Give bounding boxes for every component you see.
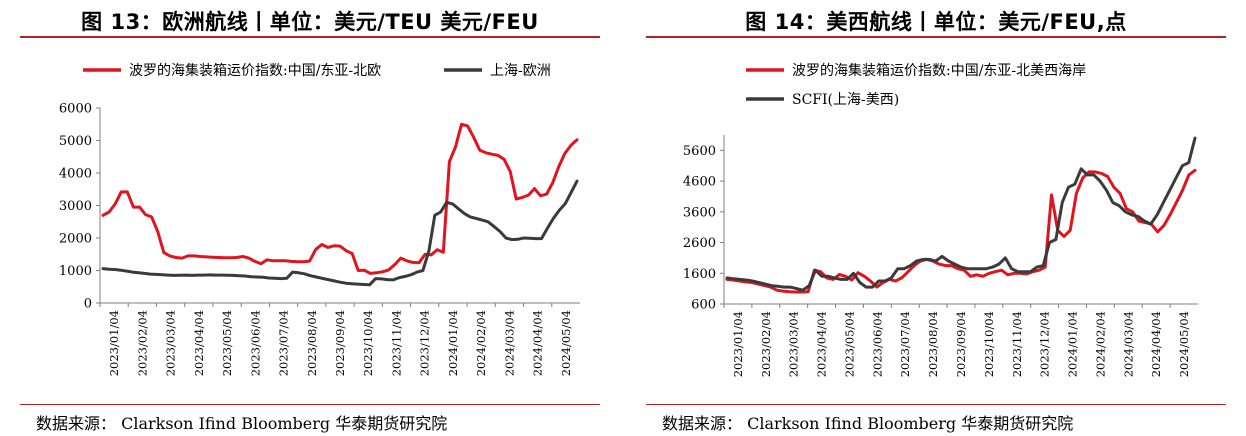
x-tick-label: 2024/02/04 — [474, 310, 488, 376]
y-tick-label: 2000 — [59, 232, 92, 247]
x-tick-label: 2023/12/04 — [418, 310, 432, 376]
y-tick-label: 1000 — [59, 264, 92, 279]
series-line-1 — [101, 122, 579, 275]
series-line-2 — [725, 136, 1197, 292]
y-tick-label: 2600 — [683, 236, 716, 251]
x-tick-label: 2024/01/04 — [1066, 311, 1080, 377]
x-tick-label: 2023/02/04 — [759, 311, 773, 377]
y-tick-label: 6000 — [59, 102, 92, 117]
x-tick-label: 2023/02/04 — [135, 310, 149, 376]
x-tick-label: 2023/08/04 — [305, 310, 319, 376]
x-tick-label: 2023/03/04 — [164, 310, 178, 376]
x-tick-label: 2024/04/04 — [1149, 311, 1163, 377]
x-tick-label: 2024/04/04 — [531, 310, 545, 376]
x-tick-label: 2023/06/04 — [870, 311, 884, 377]
x-tick-label: 2023/01/04 — [731, 311, 745, 377]
source-divider — [20, 404, 600, 405]
x-tick-label: 2024/02/04 — [1093, 311, 1107, 377]
x-tick-label: 2023/04/04 — [192, 310, 206, 376]
x-tick-label: 2023/08/04 — [926, 311, 940, 377]
x-tick-label: 2023/05/04 — [220, 310, 234, 376]
x-tick-label: 2023/07/04 — [277, 310, 291, 376]
source-note: 数据来源： Clarkson Ifind Bloomberg 华泰期货研究院 — [36, 414, 448, 433]
x-tick-label: 2023/11/04 — [389, 310, 403, 376]
x-tick-label: 2024/05/04 — [1177, 311, 1191, 377]
europe-line-chart: 0 1000 2000 3000 4000 5000 6000 2023/01/04 2023/… — [59, 62, 580, 376]
y-tick-label: 3600 — [683, 205, 716, 220]
x-tick-label: 2023/04/04 — [815, 311, 829, 377]
chart-panel-us-west: 图 14：美西航线丨单位：美元/FEU,点 600 1600 2600 3600 460… — [626, 0, 1246, 436]
x-tick-label: 2024/01/04 — [446, 310, 460, 376]
y-tick-label: 3000 — [59, 199, 92, 214]
title-divider — [646, 36, 1226, 38]
x-tick-label: 2023/06/04 — [248, 310, 262, 376]
legend-label-2: SCFI(上海-美西) — [792, 92, 899, 108]
x-tick-label: 2023/09/04 — [954, 311, 968, 377]
x-tick-label: 2023/10/04 — [361, 310, 375, 376]
x-tick-label: 2023/05/04 — [842, 311, 856, 377]
series-line-1 — [725, 168, 1197, 294]
chart-panel-europe: 图 13：欧洲航线丨单位：美元/TEU 美元/FEU 0 1000 2000 3000… — [0, 0, 620, 436]
y-tick-label: 4600 — [683, 175, 716, 190]
title-divider — [20, 36, 600, 38]
x-tick-label: 2023/10/04 — [982, 311, 996, 377]
x-tick-label: 2023/12/04 — [1038, 311, 1052, 377]
y-tick-label: 5600 — [683, 144, 716, 159]
source-note: 数据来源： Clarkson Ifind Bloomberg 华泰期货研究院 — [662, 414, 1074, 433]
legend-label-2: 上海-欧洲 — [490, 63, 551, 79]
x-tick-label: 2024/03/04 — [1121, 311, 1135, 377]
x-tick-label: 2024/05/04 — [559, 310, 573, 376]
series-line-2 — [101, 179, 579, 287]
source-divider — [646, 404, 1226, 405]
us-west-line-chart: 600 1600 2600 3600 4600 5600 2023/01/04 2023/02… — [683, 62, 1198, 377]
x-tick-label: 2023/03/04 — [787, 311, 801, 377]
y-tick-label: 600 — [691, 298, 716, 313]
y-tick-label: 1600 — [683, 267, 716, 282]
chart-title: 图 14：美西航线丨单位：美元/FEU,点 — [745, 10, 1127, 34]
chart-title: 图 13：欧洲航线丨单位：美元/TEU 美元/FEU — [81, 10, 539, 34]
x-tick-label: 2023/07/04 — [898, 311, 912, 377]
y-tick-label: 0 — [84, 297, 92, 312]
x-tick-label: 2023/11/04 — [1010, 311, 1024, 377]
legend-label-1: 波罗的海集装箱运价指数:中国/东亚-北美西海岸 — [792, 62, 1086, 79]
x-tick-label: 2023/01/04 — [107, 310, 121, 376]
x-tick-label: 2023/09/04 — [333, 310, 347, 376]
x-tick-label: 2024/03/04 — [502, 310, 516, 376]
y-tick-label: 4000 — [59, 167, 92, 182]
legend-label-1: 波罗的海集装箱运价指数:中国/东亚-北欧 — [129, 62, 381, 79]
y-tick-label: 5000 — [59, 134, 92, 149]
